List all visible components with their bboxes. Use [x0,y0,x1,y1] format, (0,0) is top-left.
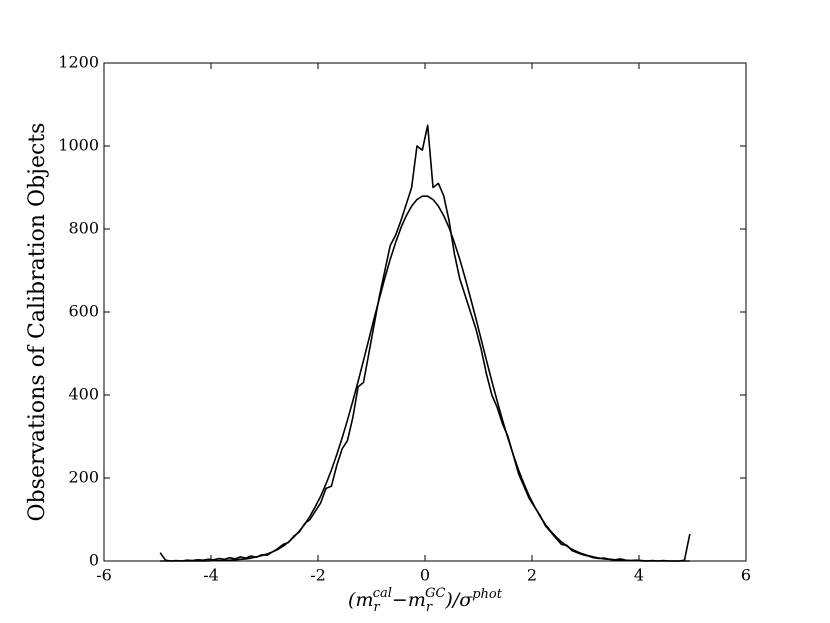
x-tick-label: 2 [527,566,537,585]
x-tick-label: 4 [634,566,644,585]
y-tick-label: 800 [68,219,99,238]
data-line [160,195,690,562]
x-tick-label: -4 [203,566,219,585]
x-label-sup: phot [472,587,503,602]
y-tick-label: 0 [89,551,99,570]
x-label-sub: r [373,600,380,615]
plot-frame [103,62,747,562]
y-tick-label: 200 [68,468,99,487]
x-label-part: (m [348,589,373,611]
y-tick-label: 1200 [58,53,99,72]
y-tick-label: 600 [68,302,99,321]
x-tick-label: -6 [96,566,112,585]
x-tick-label: 6 [741,566,751,585]
x-label-sup: GC [425,586,445,601]
data-line [159,124,691,562]
x-axis-label: (mrcal−mrGC)/σphot [348,586,503,615]
x-label-sub: r [426,600,433,615]
y-tick-label: 1000 [58,136,99,155]
y-tick-label: 400 [68,385,99,404]
y-axis-label: Observations of Calibration Objects [25,123,50,522]
x-tick-label: -2 [310,566,326,585]
x-label-part: )/σ [444,589,473,611]
x-label-part: −m [392,589,426,611]
x-label-sup: cal [373,586,392,601]
x-tick-label: 0 [420,566,430,585]
